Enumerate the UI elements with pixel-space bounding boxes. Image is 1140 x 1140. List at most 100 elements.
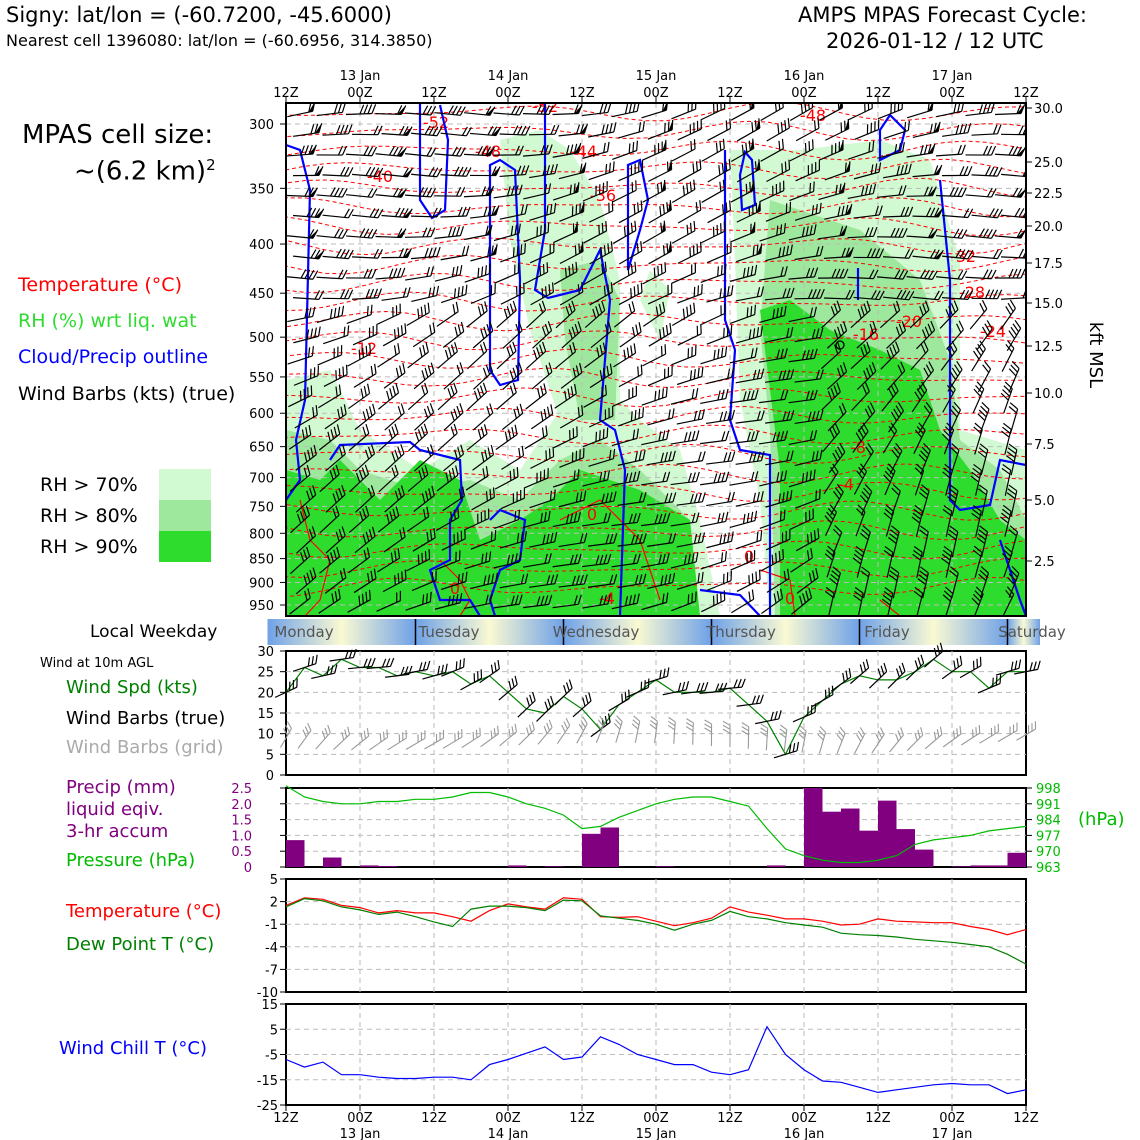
- wind-barb-grid: [369, 729, 389, 751]
- wind-barb-feather: [975, 385, 983, 394]
- wind-barb-feather: [487, 125, 494, 136]
- wind-barb-feather: [358, 595, 361, 606]
- wind-barb-feather: [400, 267, 406, 278]
- wind-barb-feather: [487, 574, 491, 585]
- wind-barb-feather: [453, 408, 458, 419]
- wind-barb-feather: [981, 402, 990, 410]
- top-time-tick: 00Z: [495, 86, 521, 101]
- wind-barb-feather: [540, 385, 544, 396]
- wind-barb-feather: [948, 306, 954, 316]
- wind-barb: [765, 327, 794, 343]
- wind-barb-feather: [832, 528, 841, 537]
- wind-barb-feather: [756, 410, 761, 421]
- wind-barb-feather: [712, 226, 715, 237]
- wind-barb-feather: [396, 146, 403, 157]
- wind-barb-feather: [394, 449, 399, 460]
- wind-barb-feather: [754, 161, 757, 172]
- wind-barb-feather: [804, 142, 807, 153]
- wind-barb: [700, 551, 727, 570]
- wind-barb-feather: [750, 390, 755, 400]
- precip-bar: [767, 865, 786, 867]
- wind-barb-feather: [638, 492, 643, 503]
- wind-barb-shaft: [323, 334, 348, 345]
- wind-barb-feather: [742, 513, 746, 524]
- wind-barb-shaft: [910, 349, 929, 371]
- wind-barb-feather: [891, 487, 900, 496]
- wind-barb-feather: [636, 593, 640, 604]
- wind-barb-feather: [806, 550, 810, 561]
- wind-barb-feather: [548, 594, 553, 605]
- precip-bar: [323, 857, 342, 867]
- wind-barb: [700, 263, 727, 283]
- wind-barb-feather: [455, 226, 461, 237]
- wind-barb: [554, 383, 577, 409]
- wind-barb-feather: [690, 140, 693, 151]
- wind-barb: [353, 363, 377, 388]
- wind-barb-feather: [495, 166, 501, 176]
- wind-barb-feather: [544, 105, 550, 115]
- wind-barb-shaft: [882, 256, 910, 259]
- wind-barb-shaft: [553, 435, 578, 449]
- wind-barb: [706, 242, 732, 264]
- wind-barb-feather: [848, 668, 852, 678]
- wind-barb-shaft: [410, 255, 438, 260]
- wind-barb: [618, 282, 643, 306]
- wind-barb-feather: [312, 485, 317, 496]
- wind-barb-shaft: [641, 149, 667, 161]
- wind-barb-shaft: [885, 511, 895, 537]
- wind-barb: [883, 163, 912, 179]
- temp-panel-y-tick-label: 5: [270, 873, 278, 888]
- wind-barb-feather: [718, 165, 721, 176]
- wind-barb-feather: [927, 186, 933, 197]
- wind-barb: [611, 471, 641, 486]
- wind-barb-feather: [317, 326, 321, 337]
- wind-barb: [588, 491, 617, 507]
- wind-barb-feather: [364, 464, 370, 475]
- wind-barb: [707, 159, 731, 183]
- wind-barb-feather: [518, 447, 521, 458]
- wind-barb-feather: [402, 208, 409, 218]
- wind-barb: [795, 488, 821, 509]
- wind-barb-feather: [809, 390, 814, 401]
- wind-barb-feather: [429, 403, 435, 413]
- wind-barb-feather: [568, 303, 573, 314]
- wind-barb-feather: [951, 367, 959, 377]
- wind-barb-feather: [397, 405, 402, 416]
- wind-barb: [759, 223, 786, 242]
- wind-barb-feather: [360, 388, 364, 399]
- wind-barb-feather: [864, 408, 871, 418]
- wind-barb-feather: [485, 106, 492, 116]
- wind-barb: [289, 465, 311, 492]
- wind-barb-feather: [568, 679, 573, 689]
- wind-barb-feather: [369, 288, 375, 299]
- wind-barb-feather: [472, 731, 475, 741]
- temp-panel-y-tick-label: -10: [257, 986, 278, 1001]
- wind-barb-feather: [730, 242, 732, 253]
- wind-barb-feather: [417, 554, 420, 565]
- wind-barb-feather: [778, 370, 783, 381]
- wind-barb: [325, 444, 346, 472]
- wind-barb-feather: [872, 140, 875, 151]
- wind-barb-feather: [745, 183, 748, 194]
- wind-barb-shaft: [464, 112, 490, 116]
- wind-barb-feather: [610, 241, 613, 252]
- cloud-outline: [998, 539, 1026, 616]
- wind-barb-feather: [701, 492, 706, 502]
- wind-barb-feather: [721, 431, 726, 442]
- wind-barb: [820, 341, 842, 370]
- wind-barb-feather: [717, 266, 719, 277]
- wind-barb-shaft: [351, 297, 379, 300]
- wind-barb-feather: [402, 527, 406, 538]
- wind-barb-shaft: [618, 373, 643, 388]
- wind-barb-feather: [664, 122, 666, 133]
- wind-barb: [856, 361, 877, 391]
- wind-barb-feather: [547, 510, 551, 521]
- wind-barb: [670, 387, 699, 405]
- wind-barb-feather: [839, 323, 845, 334]
- wind-barb-feather: [519, 403, 524, 414]
- wind-barb: [676, 571, 704, 590]
- wind-barb-feather: [602, 428, 605, 439]
- wind-barb-true: [460, 669, 483, 691]
- wind-barb-shaft: [821, 309, 841, 329]
- wind-barb-feather: [807, 103, 810, 110]
